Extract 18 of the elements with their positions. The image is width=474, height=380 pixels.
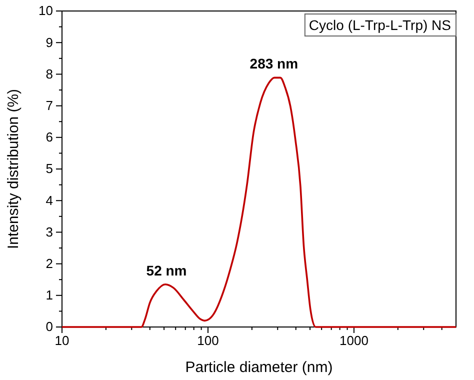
y-tick-label: 5 xyxy=(46,161,53,176)
x-axis-title: Particle diameter (nm) xyxy=(185,359,333,376)
y-tick-label: 8 xyxy=(46,66,53,82)
x-tick-label: 1000 xyxy=(340,333,368,348)
y-tick-label: 10 xyxy=(38,3,53,18)
y-tick-label: 3 xyxy=(46,224,53,240)
y-tick-label: 4 xyxy=(46,192,53,208)
annotation: 52 nm xyxy=(146,262,187,278)
x-tick-label: 100 xyxy=(197,333,219,348)
y-tick-label: 9 xyxy=(46,34,53,50)
y-tick-label: 7 xyxy=(46,98,53,113)
y-tick-label: 1 xyxy=(46,288,53,303)
y-tick-label: 0 xyxy=(46,319,53,334)
y-tick-label: 6 xyxy=(46,130,53,145)
annotation: 283 nm xyxy=(250,55,298,72)
y-tick-label: 2 xyxy=(46,256,53,271)
y-axis-title: Intensity distribution (%) xyxy=(5,88,22,250)
annotation: Cyclo (L-Trp-L-Trp) NS xyxy=(308,17,451,33)
